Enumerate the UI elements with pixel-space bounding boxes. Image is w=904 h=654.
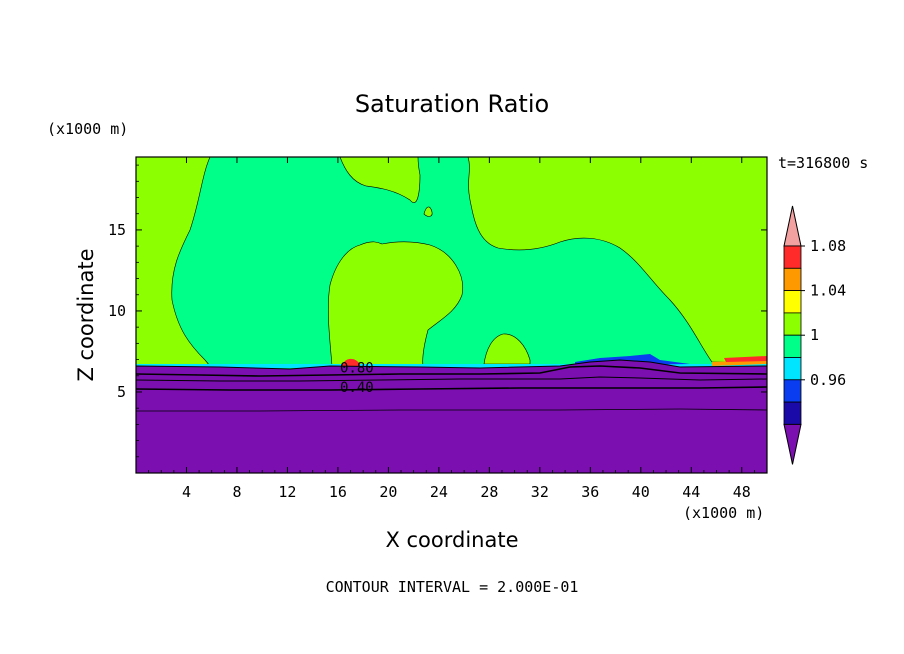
colorbar-tick-label: 1 <box>810 326 819 344</box>
time-label: t=316800 s <box>778 154 868 172</box>
colorbar-tick-label: 0.96 <box>810 371 846 389</box>
x-tick-label: 12 <box>278 483 296 501</box>
colorbar-bottom-triangle <box>783 423 802 465</box>
contour-interval-footer: CONTOUR INTERVAL = 2.000E-01 <box>326 578 579 596</box>
colorbar-tick-label: 1.08 <box>810 237 846 255</box>
x-tick-label: 20 <box>379 483 397 501</box>
chart-title: Saturation Ratio <box>355 90 549 118</box>
x-tick-label: 28 <box>480 483 498 501</box>
y-tick-label: 15 <box>108 221 126 239</box>
x-tick-label: 4 <box>182 483 191 501</box>
y-tick-label: 10 <box>108 302 126 320</box>
colorbar-segment <box>783 245 802 269</box>
colorbar-segment <box>783 334 802 358</box>
contour-line-080 <box>136 365 767 377</box>
region-plume-right <box>467 157 767 363</box>
plot-area <box>136 157 767 473</box>
colorbar: 0.96 1 1.04 1.08 <box>783 205 846 465</box>
region-hotspot-right-red <box>724 356 767 362</box>
region-speck <box>423 206 433 217</box>
colorbar-segment <box>783 401 802 425</box>
region-dry-layer <box>136 359 767 473</box>
y-unit-label: (x1000 m) <box>47 120 128 138</box>
colorbar-segment <box>783 267 802 291</box>
contour-line-060 <box>136 376 767 382</box>
contour-label: 0.80 <box>340 361 374 377</box>
contour-label: 0.40 <box>340 380 374 396</box>
region-hotspot-left <box>342 358 360 366</box>
region-blob-mid <box>483 333 531 365</box>
x-tick-label: 8 <box>232 483 241 501</box>
y-axis-title: Z coordinate <box>74 248 98 381</box>
y-tick-label: 5 <box>117 383 126 401</box>
colorbar-segment <box>783 379 802 403</box>
x-tick-label: 32 <box>531 483 549 501</box>
colorbar-segment <box>783 290 802 314</box>
region-plume-center <box>327 241 463 367</box>
x-tick-label: 44 <box>682 483 700 501</box>
x-axis-title: X coordinate <box>385 528 518 552</box>
x-tick-label: 36 <box>581 483 599 501</box>
region-top-island <box>339 157 421 203</box>
colorbar-segment <box>783 312 802 336</box>
x-tick-label: 40 <box>632 483 650 501</box>
x-tick-label: 24 <box>430 483 448 501</box>
colorbar-tick-label: 1.04 <box>810 282 846 300</box>
contour-line-040 <box>136 386 767 391</box>
colorbar-segment <box>783 357 802 381</box>
x-tick-label: 48 <box>733 483 751 501</box>
colorbar-top-triangle <box>783 205 802 247</box>
x-tick-label: 16 <box>329 483 347 501</box>
contour-line-020 <box>136 408 767 412</box>
region-plume-left <box>136 157 211 367</box>
x-unit-label: (x1000 m) <box>683 504 764 522</box>
